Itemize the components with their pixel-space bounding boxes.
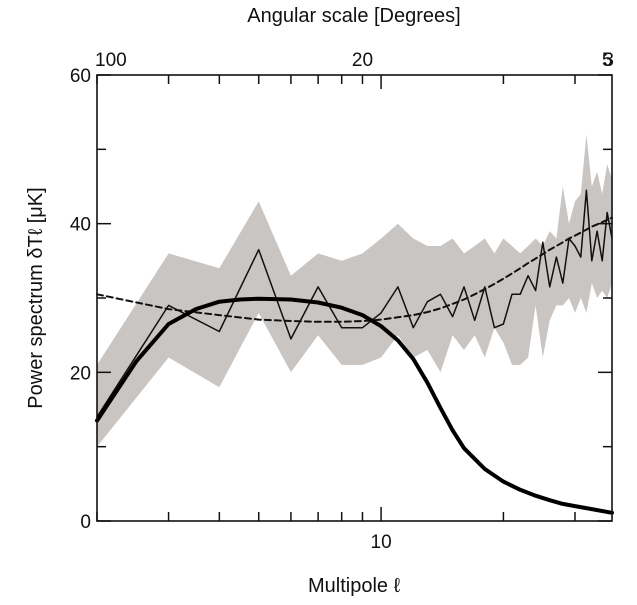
theory-curve-line [95,296,614,515]
top-tick-label: 3 [603,50,614,71]
top-tick-label: 5 [602,50,613,71]
model-fit-dashed-line [96,216,613,323]
error-band [97,134,612,447]
y-axis-label: Power spectrum δTℓ [μK] [25,187,47,408]
y-tick-label: 40 [70,215,91,236]
y-tick-label: 60 [70,66,91,87]
top-axis-label: Angular scale [Degrees] [247,5,460,27]
axis-ticks: 10 100 20 53 0 20 40 60 [70,50,614,553]
y-tick-label: 20 [70,363,91,384]
x-tick-label: 10 [371,532,392,553]
x-axis-label: Multipole ℓ [308,575,401,597]
top-tick-label: 20 [352,50,373,71]
y-tick-label: 0 [80,512,91,533]
top-tick-label: 100 [95,50,127,71]
plot-area [95,134,614,515]
